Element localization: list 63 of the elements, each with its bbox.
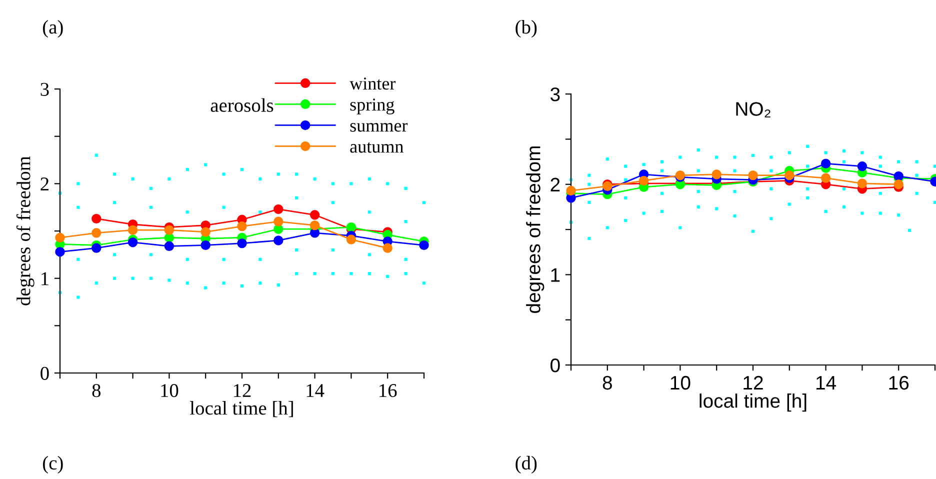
- text: (b): [516, 20, 537, 38]
- point: [784, 170, 794, 180]
- x-tick-label: 8: [92, 384, 101, 398]
- point: [92, 243, 102, 253]
- y-tick-label: 3: [550, 87, 560, 102]
- point: [200, 240, 210, 250]
- text: (c): [42, 456, 63, 474]
- legend-label: spring: [350, 98, 394, 114]
- point: [566, 186, 576, 196]
- y-tick-label: 2: [550, 178, 560, 192]
- y-axis-title: degrees of freedom: [526, 146, 544, 313]
- y-tick-label: 1: [42, 272, 48, 286]
- point: [92, 214, 102, 224]
- point: [712, 170, 722, 180]
- x-tick-label: 12: [744, 376, 763, 390]
- point: [274, 204, 284, 214]
- point: [894, 179, 904, 190]
- y-tick-label: 2: [40, 178, 49, 190]
- point: [164, 225, 174, 235]
- text: (a): [42, 20, 63, 38]
- point: [237, 238, 247, 248]
- point: [237, 221, 247, 232]
- point: [128, 225, 138, 235]
- y-tick-label: 1: [551, 268, 560, 282]
- legend-label: autumn: [350, 142, 404, 153]
- x-tick-label: 16: [380, 384, 397, 398]
- point: [310, 210, 320, 220]
- x-axis-title: local time [h]: [190, 401, 293, 418]
- point: [820, 158, 831, 168]
- point: [55, 246, 65, 257]
- y-axis-title: degrees of freedom: [16, 156, 34, 306]
- point: [346, 234, 356, 244]
- point: [382, 243, 392, 253]
- x-tick-label: 10: [161, 384, 178, 398]
- legend-label: winter: [350, 78, 396, 90]
- x-tick-label: 14: [816, 376, 836, 390]
- x-tick-label: 10: [670, 376, 690, 390]
- y-tick-label: 0: [40, 366, 49, 380]
- y-tick-label: 3: [40, 82, 49, 96]
- point: [200, 227, 210, 237]
- x-tick-label: 16: [889, 376, 909, 390]
- point: [92, 228, 102, 238]
- x-axis-title: local time [h]: [700, 394, 806, 412]
- point: [820, 173, 831, 183]
- point: [55, 232, 65, 242]
- legend-label: summer: [350, 123, 408, 132]
- y-tick-label: 0: [550, 358, 560, 372]
- point: [128, 238, 138, 248]
- x-tick-label: 8: [602, 376, 612, 390]
- point: [274, 236, 284, 246]
- point: [274, 216, 284, 226]
- point: [310, 220, 320, 230]
- point: [638, 176, 649, 186]
- point: [857, 178, 868, 188]
- x-tick-label: 12: [234, 384, 251, 397]
- text: (d): [516, 456, 537, 474]
- point: [857, 161, 868, 172]
- point: [164, 241, 174, 252]
- point: [748, 170, 758, 180]
- chart-title: aerosols: [210, 98, 274, 112]
- x-tick-label: 14: [306, 384, 324, 397]
- chart-title: NO₂: [736, 102, 770, 118]
- point: [419, 240, 429, 250]
